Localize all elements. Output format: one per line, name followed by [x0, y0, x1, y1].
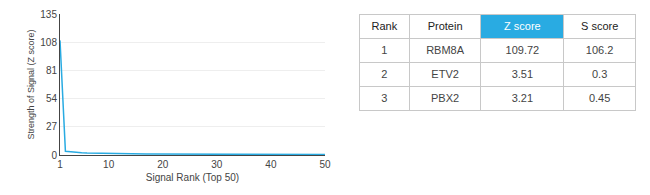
svg-text:30: 30 [211, 159, 223, 170]
svg-text:3: 3 [381, 92, 387, 104]
svg-text:81: 81 [46, 65, 58, 76]
svg-text:S score: S score [581, 20, 618, 32]
svg-text:Z score: Z score [504, 20, 541, 32]
svg-text:0.3: 0.3 [592, 68, 607, 80]
svg-text:2: 2 [381, 68, 387, 80]
svg-text:109.72: 109.72 [506, 44, 540, 56]
svg-text:3.51: 3.51 [512, 68, 533, 80]
svg-text:1: 1 [381, 44, 387, 56]
svg-text:3.21: 3.21 [512, 92, 533, 104]
svg-text:50: 50 [319, 159, 331, 170]
svg-text:0.45: 0.45 [589, 92, 610, 104]
svg-text:27: 27 [46, 121, 58, 132]
svg-text:20: 20 [157, 159, 169, 170]
svg-text:1: 1 [57, 159, 63, 170]
svg-text:40: 40 [265, 159, 277, 170]
svg-text:ETV2: ETV2 [431, 68, 459, 80]
svg-text:106.2: 106.2 [586, 44, 614, 56]
svg-text:0: 0 [51, 150, 57, 161]
svg-text:PBX2: PBX2 [431, 92, 459, 104]
svg-text:54: 54 [46, 93, 58, 104]
svg-text:Rank: Rank [372, 20, 398, 32]
svg-text:108: 108 [40, 37, 57, 48]
svg-text:Strength of Signal (Z score): Strength of Signal (Z score) [26, 29, 36, 139]
svg-text:135: 135 [40, 9, 57, 20]
svg-text:10: 10 [103, 159, 115, 170]
svg-text:Signal Rank (Top 50): Signal Rank (Top 50) [146, 172, 239, 183]
svg-text:Protein: Protein [428, 20, 463, 32]
svg-text:RBM8A: RBM8A [426, 44, 465, 56]
